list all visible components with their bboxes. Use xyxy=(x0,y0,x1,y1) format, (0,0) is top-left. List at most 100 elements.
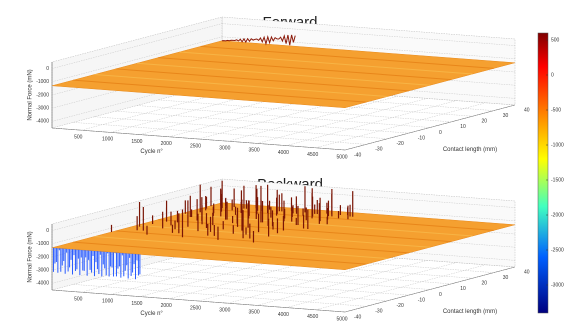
grid-line xyxy=(51,23,223,69)
x-tick-label: 4000 xyxy=(278,150,289,156)
grid-line xyxy=(51,36,223,82)
y-tick-label: 20 xyxy=(482,281,488,287)
surface-stripe xyxy=(136,224,431,248)
grid-line xyxy=(51,76,223,122)
x-tick-label: 2500 xyxy=(190,305,201,311)
grid-line xyxy=(94,116,388,139)
y-tick-label: 10 xyxy=(460,286,466,292)
z-tick-label: -2000 xyxy=(36,92,49,98)
z-tick-label: -2000 xyxy=(36,254,49,260)
grid-line xyxy=(221,198,516,221)
colorbar-tick-label: -2500 xyxy=(551,247,564,253)
x-tick-label: 5000 xyxy=(336,316,347,322)
x-axis-label: Cycle n° xyxy=(140,311,163,317)
colorbar-tick-label: -1500 xyxy=(551,177,564,183)
y-axis-label: Contact length (mm) xyxy=(443,147,497,153)
z-tick-label: -1000 xyxy=(36,241,49,247)
colorbar-tick-label: -500 xyxy=(551,107,561,113)
x-tick-label: 4000 xyxy=(278,312,289,318)
grid-line xyxy=(51,127,346,151)
x-tick-label: 500 xyxy=(74,297,83,303)
x-tick-label: 500 xyxy=(74,135,83,141)
x-tick-label: 1000 xyxy=(102,299,113,305)
grid-line xyxy=(315,102,486,148)
grid-line xyxy=(51,185,223,231)
y-tick-label: 0 xyxy=(439,292,442,298)
grid-line xyxy=(94,278,388,301)
y-tick-label: 10 xyxy=(460,124,466,130)
surface-stripe xyxy=(73,79,367,103)
y-tick-label: -20 xyxy=(397,141,404,147)
grid-line xyxy=(136,105,431,128)
surface-stripe xyxy=(179,213,473,237)
surface-stripe xyxy=(94,236,388,260)
z-tick-label: -4000 xyxy=(36,281,49,287)
grid-line xyxy=(221,23,516,46)
grid-line xyxy=(51,289,346,313)
grid-line xyxy=(315,264,486,310)
y-tick-label: -20 xyxy=(397,303,404,309)
surface-stripe xyxy=(200,45,494,69)
y-tick-label: -30 xyxy=(375,147,382,153)
grid-line xyxy=(115,272,409,296)
grid-line xyxy=(81,247,252,293)
y-tick-label: -10 xyxy=(418,135,425,141)
surface-stripe xyxy=(179,51,473,75)
x-tick-label: 4500 xyxy=(307,314,318,320)
surface-peaks xyxy=(221,34,296,46)
colorbar xyxy=(537,32,549,314)
grid-line xyxy=(158,99,452,123)
y-tick-label: 30 xyxy=(503,113,509,119)
y-axis-label: Contact length (mm) xyxy=(443,309,497,315)
x-tick-label: 3000 xyxy=(219,146,230,152)
colorbar-tick-label: 0 xyxy=(551,72,554,78)
grid-line xyxy=(198,255,369,302)
z-tick-label: -3000 xyxy=(36,268,49,274)
x-tick-label: 2500 xyxy=(190,143,201,149)
surface-stripe xyxy=(115,68,409,92)
z-axis-label: Normal Force (mN) xyxy=(28,231,34,282)
surface-stripe xyxy=(136,62,431,86)
surface-stripe xyxy=(158,57,452,81)
y-tick-label: -30 xyxy=(375,309,382,315)
z-tick-label: -4000 xyxy=(36,119,49,125)
surface-peaks xyxy=(110,180,354,243)
surface-stripe xyxy=(115,230,409,254)
grid-line xyxy=(73,284,367,307)
y-tick-label: 40 xyxy=(524,269,530,275)
z-tick-label: -1000 xyxy=(36,79,49,85)
x-tick-label: 1000 xyxy=(102,137,113,143)
x-tick-label: 1500 xyxy=(131,139,142,145)
surface-stripe xyxy=(94,74,388,98)
x-tick-label: 1500 xyxy=(131,301,142,307)
grid-line xyxy=(81,85,252,131)
x-axis-label: Cycle n° xyxy=(140,149,163,155)
x-tick-label: 4500 xyxy=(307,152,318,158)
y-tick-label: 30 xyxy=(503,275,509,281)
z-axis-label: Normal Force (mN) xyxy=(28,69,34,120)
grid-line xyxy=(73,122,367,145)
grid-line xyxy=(198,93,369,140)
y-tick-label: -40 xyxy=(354,314,361,320)
x-tick-label: 5000 xyxy=(336,154,347,160)
x-tick-label: 3500 xyxy=(249,310,260,316)
x-tick-label: 3000 xyxy=(219,308,230,314)
surface-stripe xyxy=(73,241,367,265)
y-tick-label: 0 xyxy=(439,130,442,136)
z-tick-label: 0 xyxy=(46,228,49,234)
grid-line xyxy=(51,238,223,284)
colorbar-tick-label: 500 xyxy=(551,37,560,43)
grid-line xyxy=(221,185,516,208)
x-tick-label: 2000 xyxy=(161,141,172,147)
colorbar-tick-label: -2000 xyxy=(551,212,564,218)
y-tick-label: 20 xyxy=(482,119,488,125)
y-tick-label: -10 xyxy=(418,297,425,303)
y-tick-label: -40 xyxy=(354,152,361,158)
surface-stripe xyxy=(158,219,452,243)
z-tick-label: -3000 xyxy=(36,106,49,112)
grid-line xyxy=(158,261,452,285)
grid-line xyxy=(115,110,409,134)
surface-dips xyxy=(52,247,141,280)
z-tick-label: 0 xyxy=(46,66,49,72)
